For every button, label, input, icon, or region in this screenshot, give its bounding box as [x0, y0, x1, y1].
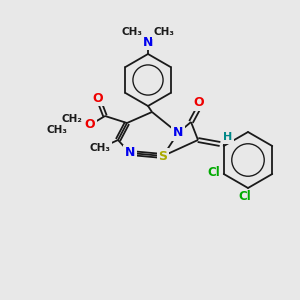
Text: O: O	[194, 97, 204, 110]
Text: N: N	[125, 146, 135, 160]
Text: N: N	[173, 127, 183, 140]
Text: S: S	[158, 149, 167, 163]
Text: H: H	[224, 132, 232, 142]
Text: N: N	[143, 35, 153, 49]
Text: CH₃: CH₃	[154, 27, 175, 37]
Text: CH₂: CH₂	[61, 114, 82, 124]
Text: O: O	[93, 92, 103, 104]
Text: O: O	[85, 118, 95, 131]
Text: CH₃: CH₃	[46, 125, 68, 135]
Text: CH₃: CH₃	[89, 143, 110, 153]
Text: Cl: Cl	[207, 166, 220, 178]
Text: Cl: Cl	[238, 190, 251, 203]
Text: CH₃: CH₃	[122, 27, 142, 37]
